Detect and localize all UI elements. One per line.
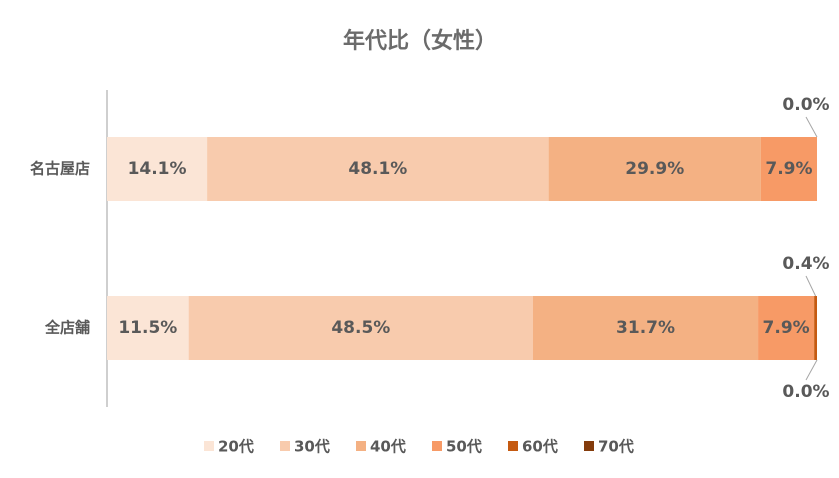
legend-swatch [584,441,594,451]
legend-label: 20代 [218,438,254,456]
bar-segment [107,137,208,201]
bar-segment [814,296,817,360]
legend-swatch [508,441,518,451]
bar-segment [107,296,189,360]
legend-label: 60代 [522,438,558,456]
legend-swatch [356,441,366,451]
legend-swatch [432,441,442,451]
bar-segment [760,137,817,201]
bar-segment [548,137,761,201]
leader-line [805,116,818,138]
value-label: 11.5% [118,318,177,338]
value-label: 0.4% [782,254,829,274]
value-label: 7.9% [763,318,810,338]
leader-line [805,275,817,297]
bar-segment [207,137,549,201]
value-label: 31.7% [616,318,675,338]
value-label: 7.9% [765,159,812,179]
legend-label: 70代 [598,438,634,456]
legend-label: 40代 [370,438,406,456]
value-label: 0.0% [782,382,829,402]
category-label: 名古屋店 [30,160,90,178]
legend-swatch [204,441,214,451]
chart-title: 年代比（女性） [343,28,497,54]
value-label: 29.9% [625,159,684,179]
value-label: 48.5% [331,318,390,338]
legend-swatch [280,441,290,451]
legend-label: 30代 [294,438,330,456]
value-label: 0.0% [782,95,829,115]
bar-segment [533,296,759,360]
value-label: 48.1% [348,159,407,179]
category-label: 全店舗 [44,319,90,337]
leader-line [805,359,818,381]
bar-segment [188,296,533,360]
value-label: 14.1% [128,159,187,179]
bar-segment [758,296,815,360]
legend-label: 50代 [446,438,482,456]
